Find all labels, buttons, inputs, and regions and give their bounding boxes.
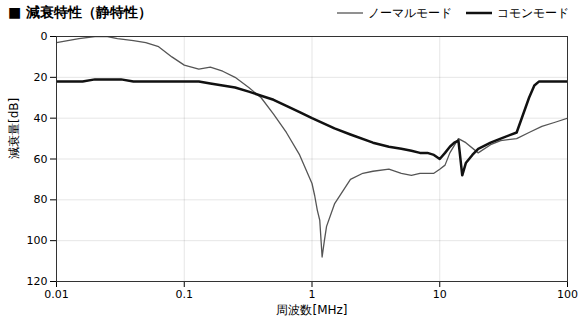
svg-text:80: 80: [34, 193, 48, 206]
svg-text:周波数[MHz]: 周波数[MHz]: [276, 303, 347, 317]
svg-text:40: 40: [34, 112, 48, 125]
svg-text:0.1: 0.1: [176, 288, 194, 301]
svg-text:0: 0: [41, 30, 48, 43]
svg-text:60: 60: [34, 153, 48, 166]
html-text:ノーマルモード: ノーマルモード: [368, 5, 452, 20]
svg-text:1: 1: [309, 288, 316, 301]
svg-text:減衰量[dB]: 減衰量[dB]: [7, 98, 21, 159]
svg-text:0.01: 0.01: [44, 288, 69, 301]
svg-text:10: 10: [433, 288, 447, 301]
svg-text:100: 100: [27, 234, 48, 247]
svg-text:100: 100: [557, 288, 578, 301]
svg-text:120: 120: [27, 275, 48, 288]
html-text:コモンモード: コモンモード: [497, 5, 569, 20]
svg-text:20: 20: [34, 71, 48, 84]
html-text:■ 減衰特性（静特性）: ■ 減衰特性（静特性）: [8, 4, 153, 20]
